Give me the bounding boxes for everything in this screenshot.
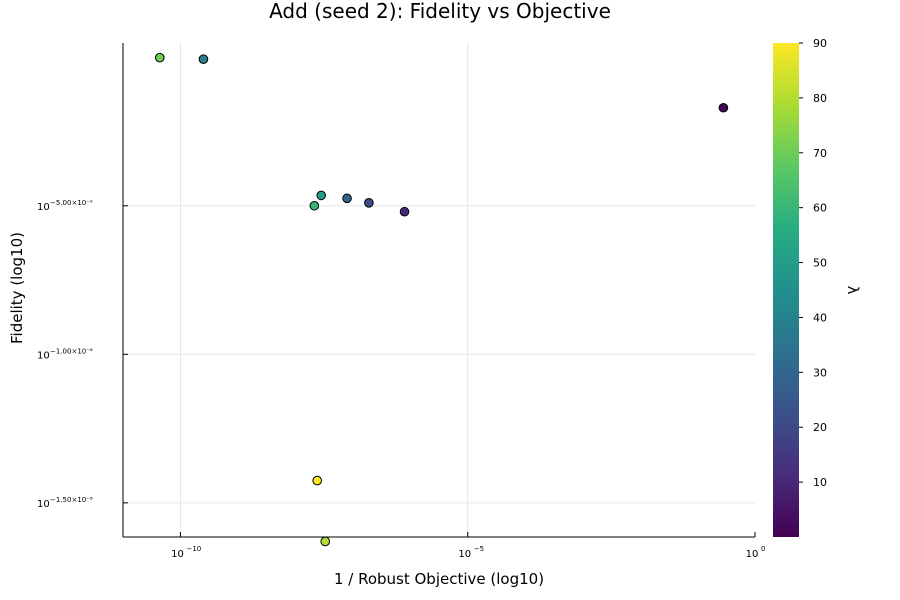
scatter-point	[399, 206, 410, 217]
colorbar-tick-label: 40	[813, 311, 827, 324]
y-axis-label: Fidelity (log10)	[8, 232, 26, 344]
colorbar-tick-label: 50	[813, 257, 827, 270]
scatter-point	[198, 54, 209, 64]
colorbar-ticks: 10 20 30 40 50 60 70 80 90	[799, 37, 827, 489]
grid	[123, 43, 755, 537]
x-tick-label: 10	[746, 549, 759, 560]
x-tick-exponent: −5	[474, 545, 484, 553]
colorbar-tick-label: 90	[813, 37, 827, 50]
scatter-point	[154, 52, 165, 63]
chart-title: Add (seed 2): Fidelity vs Objective	[269, 0, 611, 23]
colorbar-tick-label: 70	[813, 147, 827, 160]
scatter-point	[342, 193, 352, 204]
scatter-point	[320, 536, 331, 547]
colorbar	[773, 43, 799, 537]
colorbar-tick-label: 80	[813, 92, 827, 105]
x-tick-exponent: 0	[761, 545, 765, 553]
y-tick-label: 10	[37, 202, 50, 213]
y-tick-label: 10	[37, 350, 50, 361]
data-points	[154, 52, 729, 547]
colorbar-label: λ	[844, 286, 862, 295]
y-tick-exponent: −5.00×10⁻⁹	[50, 199, 93, 207]
scatter-point	[316, 190, 327, 201]
colorbar-tick-label: 30	[813, 366, 827, 379]
y-tick-label: 10	[37, 499, 50, 510]
x-tick-exponent: −10	[186, 545, 201, 553]
colorbar-tick-label: 60	[813, 202, 827, 215]
scatter-point	[718, 102, 729, 113]
scatter-point	[364, 198, 374, 208]
x-axis-label: 1 / Robust Objective (log10)	[334, 570, 544, 588]
y-tick-exponent: −1.50×10⁻⁸	[50, 496, 93, 504]
scatter-point	[312, 475, 322, 486]
y-tick-exponent: −1.00×10⁻⁸	[50, 347, 93, 355]
tick-labels: 10 −10 10 −5 10 010 −5.00×10⁻⁹10 −1.00×10⁻⁸10 −1…	[37, 199, 765, 560]
colorbar-tick-label: 10	[813, 476, 827, 489]
axes	[122, 43, 756, 538]
x-tick-label: 10	[171, 549, 184, 560]
colorbar-tick-label: 20	[813, 421, 827, 434]
x-tick-label: 10	[458, 549, 471, 560]
scatter-point	[309, 200, 320, 211]
